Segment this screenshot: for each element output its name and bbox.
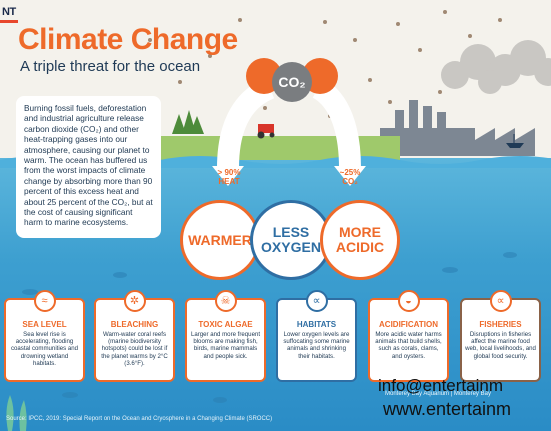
card-body: Warm-water coral reefs (marine biodivers… <box>101 331 168 367</box>
card-title: HABITATS <box>296 320 337 329</box>
card-title: FISHERIES <box>479 320 522 329</box>
card-acidification: ◒ ACIDIFICATION More acidic water harms … <box>368 290 449 382</box>
card-bleaching: ✲ BLEACHING Warm-water coral reefs (mari… <box>94 290 175 382</box>
threat-less-oxygen: LESS OXYGEN <box>250 200 332 280</box>
card-habitats: ∝ HABITATS Lower oxygen levels are suffo… <box>276 290 357 382</box>
card-body: Disruptions in fisheries affect the mari… <box>465 331 536 360</box>
card-title: SEA LEVEL <box>22 320 67 329</box>
logo-stripe <box>0 20 18 23</box>
card-title: ACIDIFICATION <box>379 320 438 329</box>
page-subtitle: A triple threat for the ocean <box>20 58 201 75</box>
card-fisheries: ∝ FISHERIES Disruptions in fisheries aff… <box>460 290 541 382</box>
co2-flow-label: ~25% CO₂ <box>339 168 361 186</box>
shell-icon: ◒ <box>397 290 420 312</box>
intro-text: Burning fossil fuels, deforestation and … <box>16 96 161 238</box>
card-title: TOXIC ALGAE <box>198 320 253 329</box>
card-title: BLEACHING <box>110 320 159 329</box>
source-citation: Source: IPCC, 2019: Special Report on th… <box>6 416 273 422</box>
card-body: Lower oxygen levels are suffocating some… <box>283 331 350 360</box>
footer-org: Monterey Bay Aquarium | Monterey Bay <box>385 391 491 397</box>
card-body: More acidic water harms animals that bui… <box>375 331 442 360</box>
heat-flow-label: > 90% HEAT <box>217 168 241 186</box>
watermark-email: info@entertainm <box>378 376 503 395</box>
fish-icon: ∝ <box>305 290 328 312</box>
watermark-url: www.entertainm <box>383 399 512 419</box>
publisher-logo: NT <box>0 4 20 23</box>
card-body: Sea level rise is accelerating, flooding… <box>10 331 79 367</box>
card-sea-level: ≈ SEA LEVEL Sea level rise is accelerati… <box>4 290 85 382</box>
logo-text: NT <box>2 6 16 18</box>
card-body: Larger and more frequent blooms are maki… <box>190 331 261 360</box>
page-title: Climate Change <box>18 23 238 56</box>
threat-more-acidic: MORE ACIDIC <box>320 200 400 280</box>
sea-level-icon: ≈ <box>33 290 56 312</box>
coral-icon: ✲ <box>123 290 146 312</box>
skull-icon: ☠ <box>214 290 237 312</box>
card-toxic-algae: ☠ TOXIC ALGAE Larger and more frequent b… <box>185 290 266 382</box>
threat-warmer: WARMER <box>180 200 260 280</box>
co2-molecule: CO₂ <box>272 62 312 102</box>
fish-icon: ∝ <box>489 290 512 312</box>
